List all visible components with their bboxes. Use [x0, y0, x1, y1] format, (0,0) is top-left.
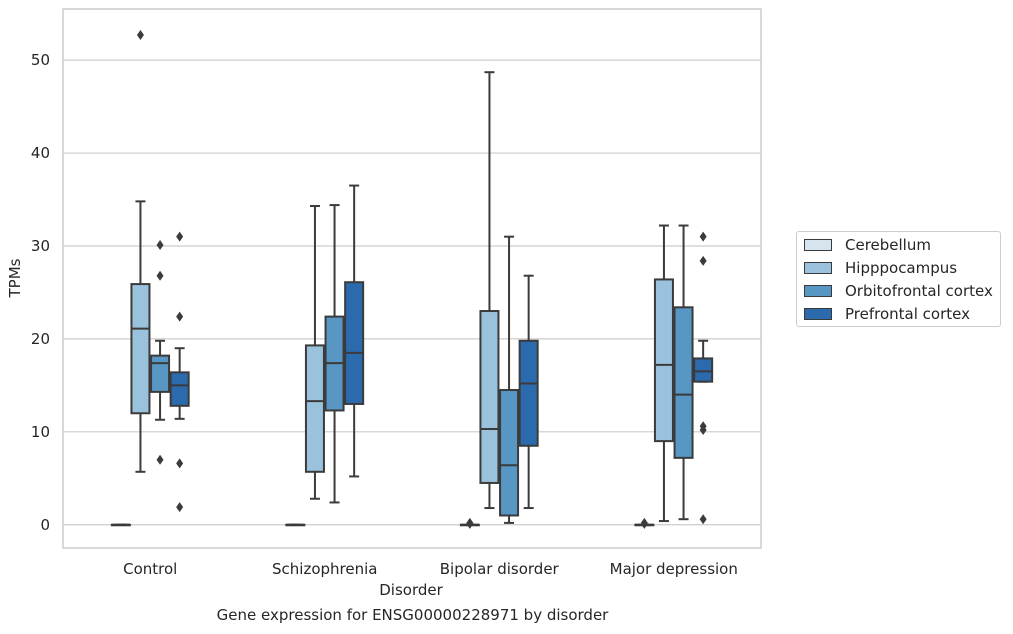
box-3-3: [499, 235, 520, 524]
legend-swatch-hippocampus: [804, 262, 832, 274]
box-2-1: [130, 30, 151, 473]
legend-swatch-orbitofrontal: [804, 285, 832, 297]
x-tick-label-1: Control: [123, 560, 177, 578]
box-iqr: [518, 339, 539, 447]
legend-item-cerebellum: Cerebellum: [804, 235, 931, 255]
plot-frame: [62, 8, 762, 549]
box-iqr: [304, 344, 325, 473]
legend-swatch-prefrontal: [804, 308, 832, 320]
box-1-1: [110, 523, 131, 527]
y-tick-label-20: 20: [31, 330, 50, 348]
box-iqr: [653, 278, 674, 443]
box-4-4: [693, 231, 714, 525]
outlier-point: [640, 517, 648, 528]
box-2-3: [479, 71, 500, 510]
box-2-2: [304, 205, 325, 500]
y-tick-label-50: 50: [31, 51, 50, 69]
x-tick-labels: Control Schizophrenia Bipolar disorder Majo…: [123, 560, 738, 578]
box-4-2: [344, 184, 365, 478]
y-tick-labels: 0 10 20 30 40 50: [31, 51, 50, 534]
legend: Cerebellum Hipppocampus Orbitofrontal co…: [796, 231, 1001, 327]
outlier-point: [156, 240, 164, 251]
box-2-4: [653, 224, 674, 523]
outlier-point: [176, 231, 184, 242]
y-axis-title: TPMs: [6, 258, 24, 298]
y-tick-label-0: 0: [40, 516, 50, 534]
box-4-1: [169, 231, 190, 513]
legend-label-hippocampus: Hipppocampus: [845, 259, 958, 277]
legend-item-hippocampus: Hipppocampus: [804, 258, 957, 278]
outlier-point: [699, 255, 707, 266]
y-tick-label-40: 40: [31, 144, 50, 162]
legend-label-cerebellum: Cerebellum: [845, 236, 931, 254]
box-iqr: [499, 389, 520, 517]
y-tick-label-10: 10: [31, 423, 50, 441]
outlier-point: [699, 514, 707, 525]
outlier-point: [156, 270, 164, 281]
box-iqr: [344, 281, 365, 405]
box-iqr: [673, 306, 694, 459]
box-1-2: [285, 523, 306, 527]
box-iqr: [479, 310, 500, 484]
outlier-point: [699, 231, 707, 242]
legend-swatch-cerebellum: [804, 239, 832, 251]
outlier-point: [466, 517, 474, 528]
box-iqr: [150, 354, 171, 393]
y-tick-label-30: 30: [31, 237, 50, 255]
outlier-point: [176, 311, 184, 322]
outlier-point: [176, 458, 184, 469]
x-tick-label-2: Schizophrenia: [272, 560, 377, 578]
outlier-point: [176, 502, 184, 513]
box-3-4: [673, 224, 694, 521]
box-3-2: [324, 204, 345, 504]
legend-item-prefrontal: Prefrontal cortex: [804, 304, 970, 324]
outlier-point: [156, 454, 164, 465]
legend-label-prefrontal: Prefrontal cortex: [845, 305, 970, 323]
box-iqr: [169, 371, 190, 407]
box-3-1: [150, 240, 171, 465]
outlier-point: [699, 424, 707, 435]
legend-label-orbitofrontal: Orbitofrontal cortex: [845, 282, 993, 300]
box-1-3: [459, 517, 480, 529]
x-tick-label-3: Bipolar disorder: [440, 560, 560, 578]
x-axis-title: Disorder: [379, 581, 443, 599]
box-iqr: [693, 357, 714, 383]
legend-item-orbitofrontal: Orbitofrontal cortex: [804, 281, 993, 301]
x-tick-label-4: Major depression: [610, 560, 738, 578]
chart-title: Gene expression for ENSG00000228971 by d…: [216, 606, 609, 624]
box-iqr: [130, 283, 151, 415]
outlier-point: [136, 30, 144, 41]
boxes-layer: [110, 30, 714, 529]
box-1-4: [634, 517, 655, 529]
box-4-3: [518, 274, 539, 510]
